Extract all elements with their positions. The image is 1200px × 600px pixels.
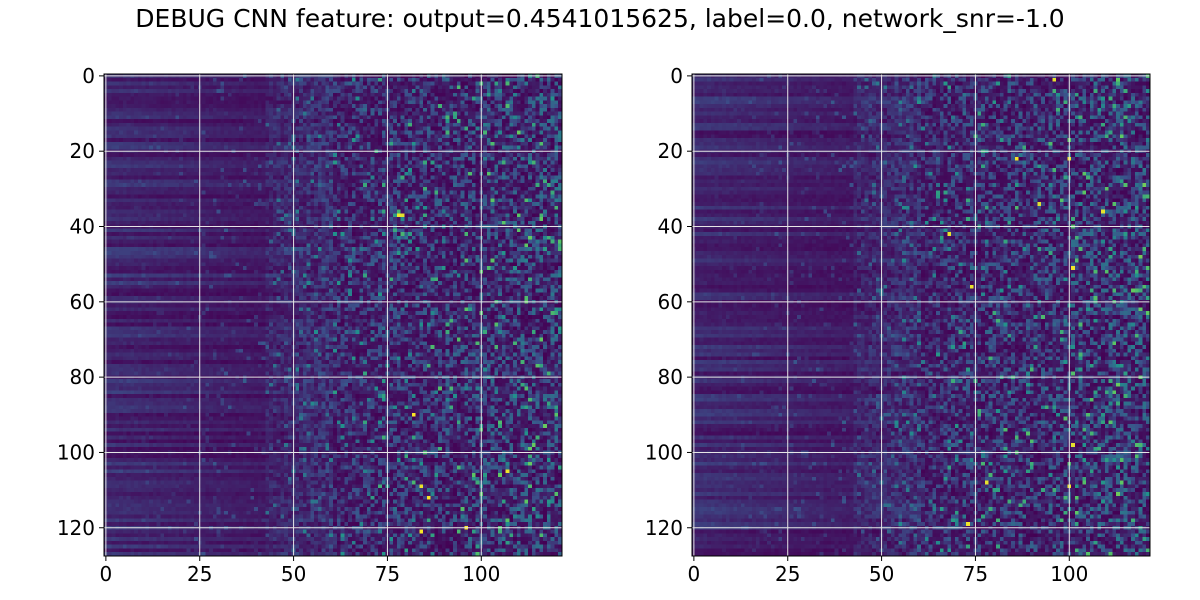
y-tick-label: 60 bbox=[70, 290, 95, 314]
y-tick-label: 60 bbox=[658, 290, 683, 314]
heatmap-image bbox=[104, 74, 562, 556]
y-tick-label: 80 bbox=[658, 365, 683, 389]
x-tick-label: 75 bbox=[375, 562, 400, 586]
x-tick-label: 100 bbox=[1050, 562, 1088, 586]
x-tick-label: 100 bbox=[462, 562, 500, 586]
x-tick-label: 0 bbox=[100, 562, 113, 586]
heatmap-image bbox=[692, 74, 1150, 556]
heatmap-panel-right: 0 25 50 75 100 0 20 40 60 80 100 120 bbox=[645, 64, 1151, 586]
y-tick-label: 40 bbox=[658, 215, 683, 239]
axes-frame bbox=[691, 73, 1151, 557]
x-tick-label: 0 bbox=[688, 562, 701, 586]
x-tick-label: 50 bbox=[281, 562, 306, 586]
figure-title: DEBUG CNN feature: output=0.4541015625, … bbox=[135, 4, 1065, 33]
y-tick-label: 0 bbox=[670, 64, 683, 88]
y-tick-label: 80 bbox=[70, 365, 95, 389]
y-tick-label: 20 bbox=[658, 139, 683, 163]
y-tick-label: 120 bbox=[57, 516, 95, 540]
heatmap-panel-left: 0 25 50 75 100 0 20 40 60 80 100 120 bbox=[57, 64, 563, 586]
x-tick-label: 50 bbox=[869, 562, 894, 586]
axes-frame bbox=[103, 73, 563, 557]
y-tick-label: 100 bbox=[645, 440, 683, 464]
x-tick-label: 75 bbox=[963, 562, 988, 586]
y-tick-label: 20 bbox=[70, 139, 95, 163]
y-tick-label: 120 bbox=[645, 516, 683, 540]
x-tick-label: 25 bbox=[775, 562, 800, 586]
x-tick-label: 25 bbox=[187, 562, 212, 586]
y-tick-label: 100 bbox=[57, 440, 95, 464]
y-tick-label: 40 bbox=[70, 215, 95, 239]
y-tick-label: 0 bbox=[82, 64, 95, 88]
